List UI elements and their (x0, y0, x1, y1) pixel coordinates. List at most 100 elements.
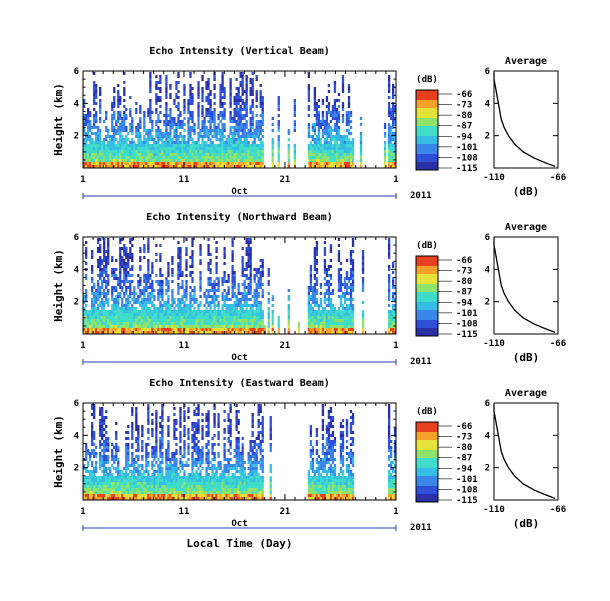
heatmap-cell (171, 304, 174, 307)
heatmap-cell (157, 322, 160, 325)
heatmap-cell (147, 165, 150, 168)
heatmap-cell (149, 159, 152, 162)
heatmap-cell (187, 156, 190, 159)
heatmap-cell (105, 162, 108, 165)
heatmap-cell (183, 319, 186, 322)
heatmap-cell (209, 310, 212, 313)
heatmap-cell (253, 147, 256, 150)
heatmap-cell (315, 250, 319, 253)
heatmap-cell (167, 114, 170, 117)
heatmap-cell (389, 144, 393, 147)
heatmap-cell (109, 141, 112, 144)
heatmap-cell (383, 144, 387, 147)
heatmap-cell (87, 476, 90, 479)
heatmap-cell (129, 241, 132, 244)
heatmap-cell (255, 268, 258, 271)
heatmap-cell (133, 162, 136, 165)
heatmap-cell (259, 105, 262, 108)
heatmap-cell (149, 102, 152, 105)
heatmap-cell (315, 162, 319, 165)
heatmap-cell (287, 159, 290, 162)
heatmap-cell (229, 87, 232, 90)
y-tick-label: 2 (74, 132, 79, 142)
heatmap-cell (203, 120, 206, 123)
heatmap-cell (115, 325, 118, 328)
heatmap-cell (159, 316, 162, 319)
heatmap-cell (117, 153, 120, 156)
heatmap-cell (145, 280, 148, 283)
heatmap-cell (359, 165, 363, 168)
heatmap-cell (179, 259, 182, 262)
avg-x-tick-label: -110 (483, 173, 505, 183)
heatmap-cell (211, 156, 214, 159)
heatmap-cell (309, 150, 313, 153)
heatmap-cell (351, 307, 355, 310)
heatmap-cell (209, 150, 212, 153)
heatmap-cell (181, 271, 184, 274)
heatmap-cell (327, 280, 331, 283)
heatmap-cell (337, 310, 341, 313)
heatmap-cell (149, 108, 152, 111)
heatmap-cell (101, 310, 104, 313)
heatmap-cell (93, 467, 96, 470)
heatmap-cell (241, 292, 244, 295)
heatmap-cell (185, 250, 188, 253)
heatmap-cell (239, 84, 242, 87)
heatmap-cell (349, 277, 353, 280)
heatmap-cell (197, 331, 200, 334)
heatmap-cell (389, 135, 393, 138)
heatmap-cell (349, 114, 353, 117)
heatmap-cell (193, 325, 196, 328)
heatmap-cell (361, 253, 365, 256)
heatmap-cell (391, 316, 395, 319)
heatmap-cell (219, 147, 222, 150)
heatmap-cell (321, 111, 325, 114)
heatmap-cell (155, 156, 158, 159)
heatmap-cell (261, 271, 264, 274)
heatmap-cell (133, 307, 136, 310)
heatmap-cell (211, 283, 214, 286)
heatmap-cell (105, 268, 108, 271)
heatmap-cell (329, 292, 333, 295)
heatmap-cell (287, 304, 290, 307)
heatmap-cell (317, 162, 321, 165)
heatmap-cell (139, 247, 142, 250)
heatmap-cell (131, 141, 134, 144)
y-tick-label: 2 (74, 298, 79, 308)
heatmap-cell (255, 301, 258, 304)
heatmap-cell (327, 331, 331, 334)
heatmap-cell (325, 268, 329, 271)
heatmap-cell (173, 325, 176, 328)
heatmap-cell (387, 268, 391, 271)
heatmap-cell (191, 162, 194, 165)
heatmap-cell (155, 87, 158, 90)
heatmap-cell (337, 286, 341, 289)
colorbar-segment (416, 282, 438, 285)
heatmap-cell (175, 159, 178, 162)
heatmap-cell (99, 138, 102, 141)
heatmap-cell (101, 283, 104, 286)
heatmap-cell (177, 271, 180, 274)
heatmap-cell (327, 292, 331, 295)
heatmap-cell (229, 162, 232, 165)
heatmap-cell (387, 274, 391, 277)
heatmap-cell (145, 331, 148, 334)
heatmap-cell (313, 126, 317, 129)
heatmap-cell (235, 301, 238, 304)
heatmap-cell (85, 467, 88, 470)
heatmap-cell (329, 328, 333, 331)
heatmap-cell (331, 328, 335, 331)
heatmap-cell (327, 132, 331, 135)
heatmap-cell (313, 310, 317, 313)
heatmap-cell (105, 316, 108, 319)
heatmap-cell (103, 280, 106, 283)
heatmap-cell (193, 144, 196, 147)
heatmap-cell (143, 120, 146, 123)
heatmap-cell (187, 102, 190, 105)
heatmap-cell (239, 135, 242, 138)
heatmap-cell (249, 250, 252, 253)
heatmap-cell (319, 123, 323, 126)
heatmap-cell (233, 150, 236, 153)
heatmap-cell (311, 126, 315, 129)
heatmap-cell (237, 132, 240, 135)
